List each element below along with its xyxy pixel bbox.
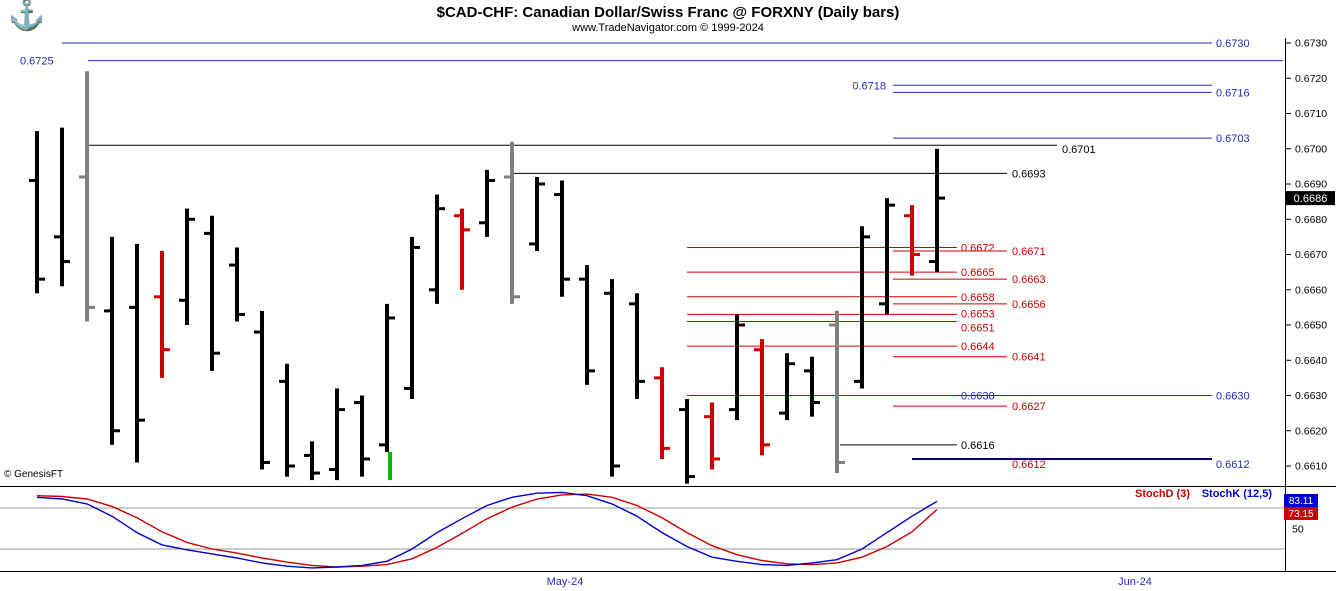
price-level-label: 0.6663 bbox=[1012, 274, 1046, 286]
price-level-label: 0.6630 bbox=[1216, 391, 1250, 403]
price-axis-tick: 0.6610 bbox=[1295, 461, 1327, 473]
price-level-label: 0.6616 bbox=[961, 440, 995, 452]
price-level-label: 0.6671 bbox=[1012, 246, 1046, 258]
price-level-label: 0.6644 bbox=[961, 341, 995, 353]
chart-subtitle: www.TradeNavigator.com © 1999-2024 bbox=[572, 22, 764, 34]
price-level-label: 0.6725 bbox=[20, 56, 54, 68]
price-level-label: 0.6656 bbox=[1012, 299, 1046, 311]
price-axis-tick: 0.6700 bbox=[1295, 143, 1327, 155]
stochd-value-box bbox=[1284, 507, 1318, 520]
price-axis-tick: 0.6680 bbox=[1295, 214, 1327, 226]
price-axis-tick: 0.6650 bbox=[1295, 320, 1327, 332]
price-level-label: 0.6653 bbox=[961, 308, 995, 320]
price-level-label: 0.6718 bbox=[852, 80, 886, 92]
price-level-label: 0.6672 bbox=[961, 242, 995, 254]
price-level-label: 0.6612 bbox=[1216, 459, 1250, 471]
price-level-label: 0.6627 bbox=[1012, 401, 1046, 413]
price-level-label: 0.6658 bbox=[961, 292, 995, 304]
date-label: May-24 bbox=[547, 576, 584, 588]
price-level-label: 0.6703 bbox=[1216, 133, 1250, 145]
stochk-value-box bbox=[1284, 494, 1318, 507]
stochk-legend-label: StochK (12,5) bbox=[1202, 488, 1273, 500]
price-level-label: 0.6612 bbox=[1012, 459, 1046, 471]
last-price-marker-box bbox=[1286, 191, 1335, 206]
stochd-line bbox=[36, 493, 938, 568]
anchor-logo-icon: ⚓ bbox=[8, 0, 46, 31]
price-axis-tick: 0.6640 bbox=[1295, 355, 1327, 367]
stoch-value-label: 83.11 bbox=[1289, 496, 1314, 507]
price-axis-tick: 0.6660 bbox=[1295, 284, 1327, 296]
price-axis-tick: 0.6630 bbox=[1295, 390, 1327, 402]
price-axis-tick: 0.6710 bbox=[1295, 108, 1327, 120]
genesisft-watermark: © GenesisFT bbox=[4, 469, 64, 480]
chart-title: $CAD-CHF: Canadian Dollar/Swiss Franc @ … bbox=[436, 4, 900, 21]
last-price-marker-label: 0.6686 bbox=[1294, 193, 1328, 205]
price-level-label: 0.6630 bbox=[961, 391, 995, 403]
price-level-label: 0.6665 bbox=[961, 267, 995, 279]
price-level-label: 0.6701 bbox=[1062, 144, 1096, 156]
stoch-axis-label: 50 bbox=[1292, 524, 1304, 536]
price-level-label: 0.6693 bbox=[1012, 168, 1046, 180]
date-label: Jun-24 bbox=[1118, 576, 1152, 588]
price-axis-tick: 0.6690 bbox=[1295, 179, 1327, 191]
price-axis-tick: 0.6730 bbox=[1295, 38, 1327, 50]
stoch-value-label: 73.15 bbox=[1288, 509, 1313, 520]
price-level-label: 0.6730 bbox=[1216, 38, 1250, 50]
stochk-line bbox=[36, 491, 938, 569]
stochd-legend-label: StochD (3) bbox=[1135, 488, 1190, 500]
price-axis-tick: 0.6720 bbox=[1295, 73, 1327, 85]
price-level-label: 0.6716 bbox=[1216, 87, 1250, 99]
price-axis-tick: 0.6620 bbox=[1295, 425, 1327, 437]
price-level-label: 0.6641 bbox=[1012, 352, 1046, 364]
price-level-label: 0.6651 bbox=[961, 322, 995, 334]
price-axis-tick: 0.6670 bbox=[1295, 249, 1327, 261]
